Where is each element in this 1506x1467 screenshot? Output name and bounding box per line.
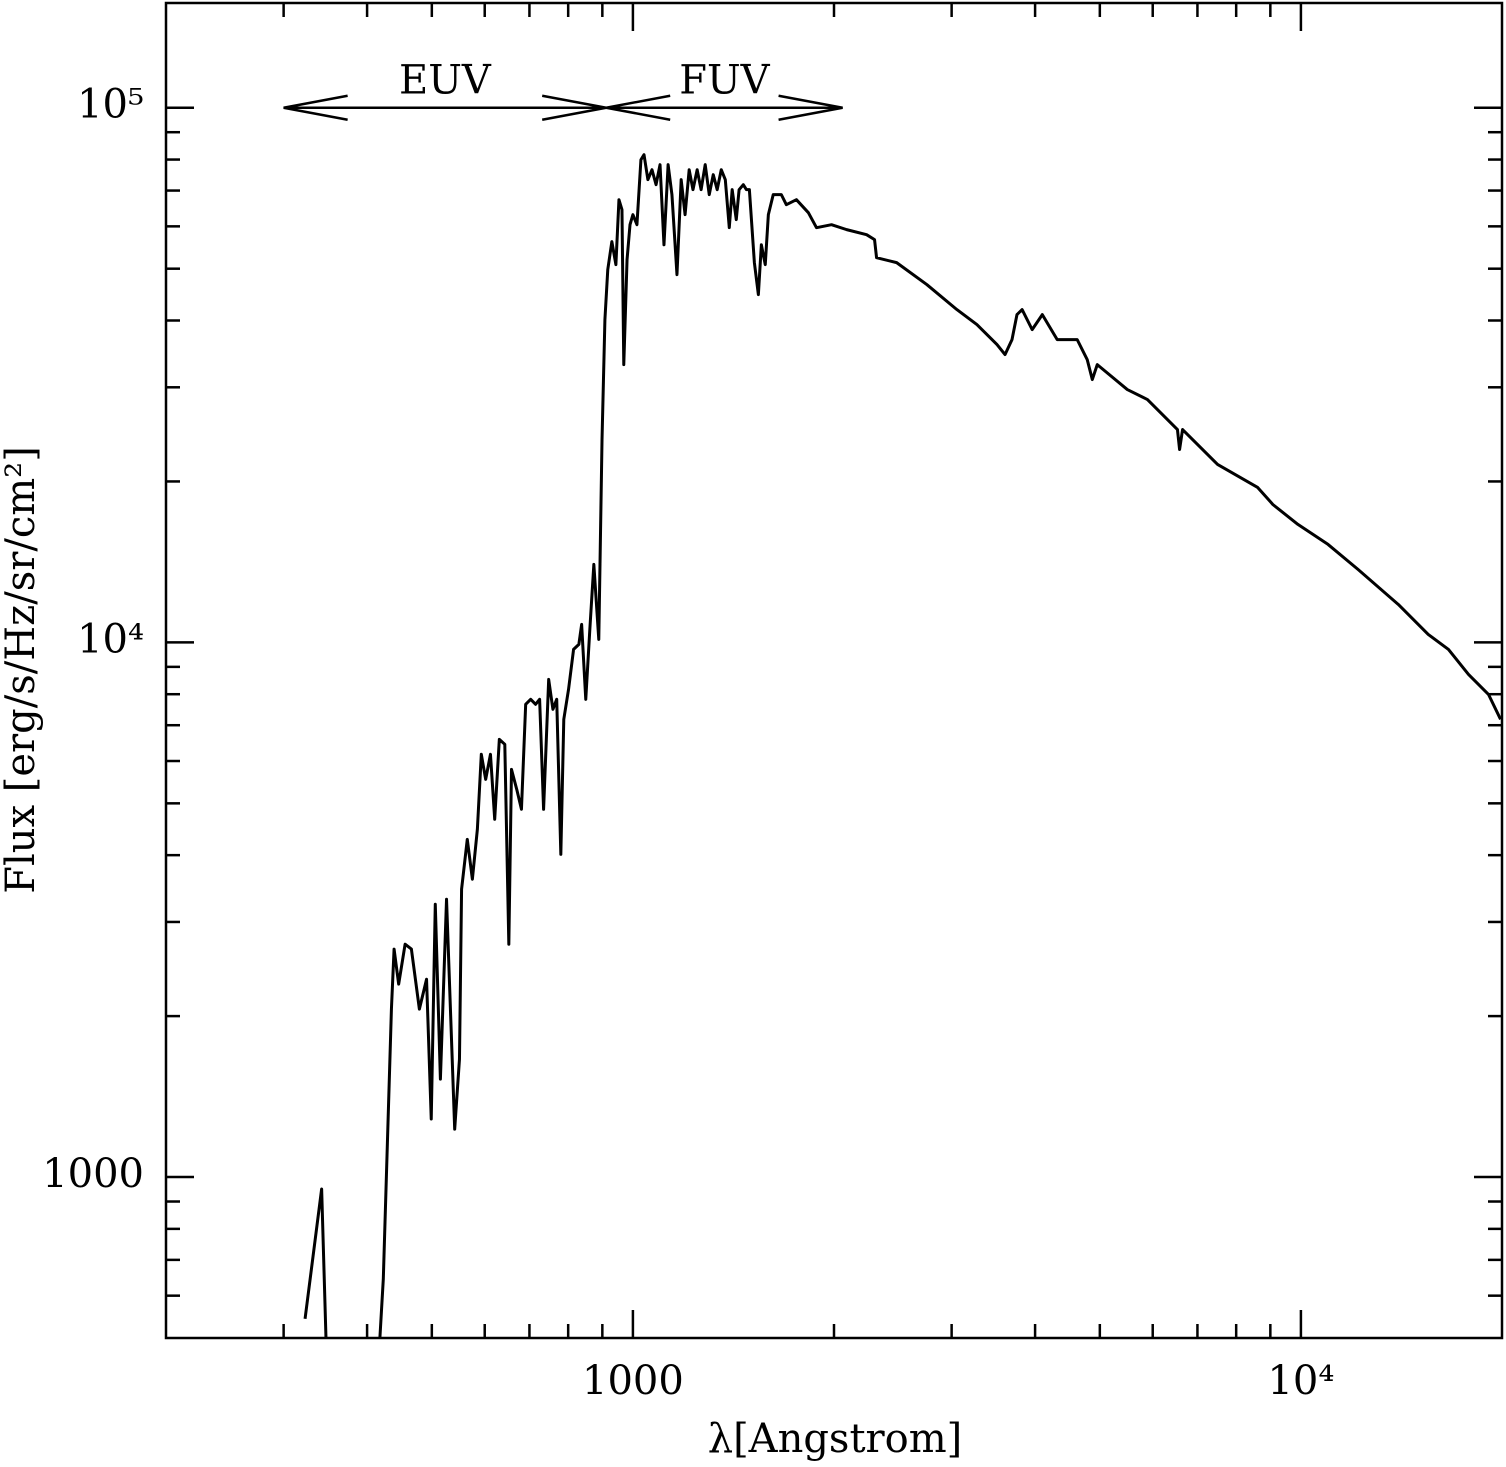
x-axis-label: λ[Angstrom] — [708, 1416, 963, 1462]
annotation-label: EUV — [399, 58, 492, 104]
plot-frame — [164, 1, 1504, 1340]
y-tick-label: 1000 — [42, 1151, 144, 1197]
spectrum-line — [303, 153, 1502, 1338]
arrow-head — [778, 94, 843, 121]
y-tick-label: 10⁵ — [77, 82, 144, 128]
y-axis-label: Flux [erg/s/Hz/sr/cm²] — [0, 446, 44, 894]
arrow-head — [283, 94, 348, 121]
y-tick-label: 10⁴ — [77, 616, 144, 662]
x-tick-label: 10⁴ — [1267, 1358, 1334, 1404]
arrow-head — [605, 94, 671, 121]
annotation-label: FUV — [679, 58, 770, 104]
x-tick-label: 1000 — [582, 1358, 684, 1404]
